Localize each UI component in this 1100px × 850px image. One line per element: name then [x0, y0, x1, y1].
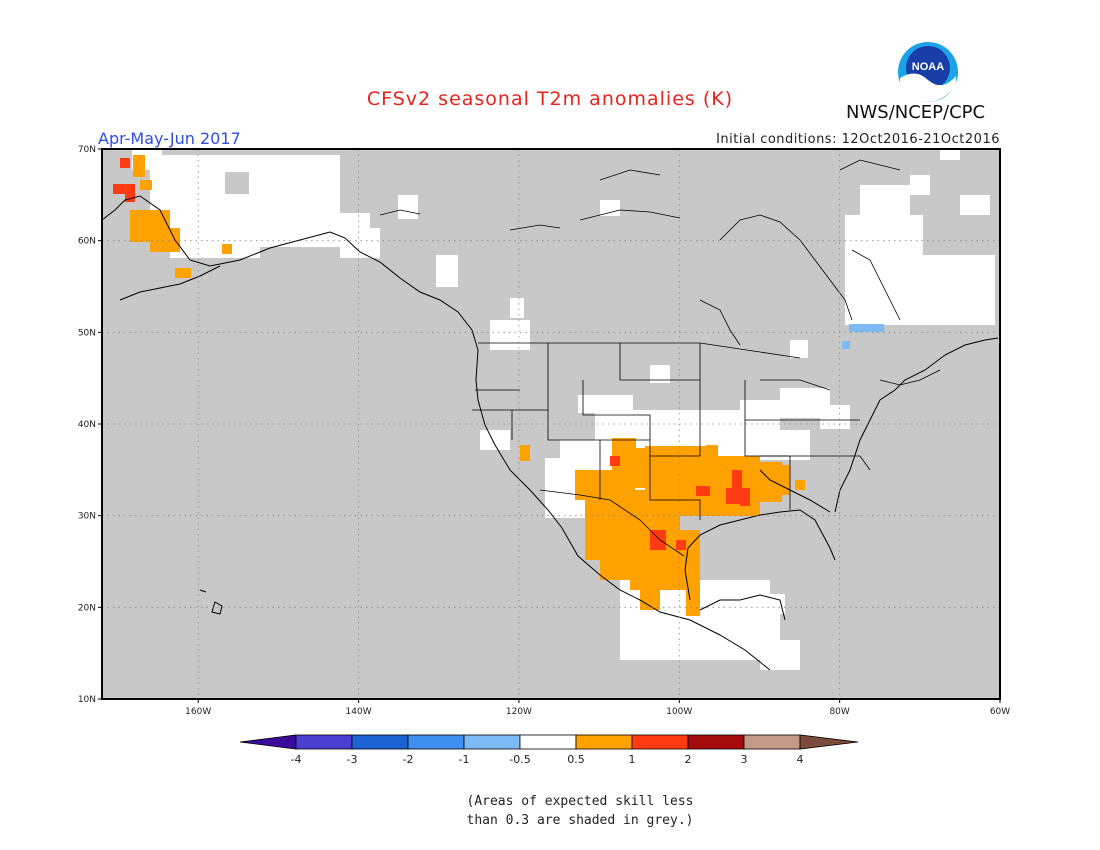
lat-tick-label: 30N [78, 512, 96, 522]
legend-level-label: 0.5 [567, 753, 585, 766]
legend-level-label: -3 [347, 753, 358, 766]
legend-swatch [295, 734, 353, 750]
graticule [102, 149, 1000, 699]
skill-note-line-1: (Areas of expected skill less [466, 794, 694, 809]
legend-level-label: -4 [291, 753, 302, 766]
map-title: CFSv2 seasonal T2m anomalies (K) [366, 88, 734, 110]
lat-tick-label: 60N [78, 237, 96, 247]
canada-east-white-region [845, 150, 995, 325]
cool-anomaly-region [842, 324, 884, 349]
legend-level-label: 2 [685, 753, 692, 766]
lat-tick-label: 10N [78, 695, 96, 705]
legend-level-label: 4 [797, 753, 804, 766]
lon-tick-label: 140W [346, 707, 372, 717]
legend-level-label: 1 [629, 753, 636, 766]
lat-tick-label: 20N [78, 603, 96, 613]
legend-swatch [575, 734, 633, 750]
lon-tick-label: 80W [829, 707, 849, 717]
legend-arrow-high [799, 734, 859, 750]
alaska-white-region [132, 150, 620, 287]
lon-tick-label: 160W [185, 707, 211, 717]
skill-note-line-2: than 0.3 are shaded in grey.) [466, 813, 694, 828]
legend-swatch [743, 734, 801, 750]
legend-level-label: -2 [403, 753, 414, 766]
noaa-logo: NOAA [896, 40, 960, 108]
lon-tick-label: 100W [666, 707, 692, 717]
political-borders [472, 342, 871, 557]
legend-swatch [687, 734, 745, 750]
lat-tick-label: 40N [78, 420, 96, 430]
initial-conditions-label: Initial conditions: 12Oct2016-21Oct2016 [716, 132, 1000, 147]
skill-note: (Areas of expected skill less than 0.3 a… [400, 792, 760, 830]
season-label: Apr-May-Jun 2017 [98, 129, 241, 148]
legend-swatch [351, 734, 409, 750]
lon-tick-label: 60W [990, 707, 1010, 717]
strong-warm-anomaly-region [113, 158, 750, 550]
legend-arrow-low [239, 734, 297, 750]
agency-label: NWS/NCEP/CPC [846, 102, 986, 123]
lat-tick-label: 50N [78, 328, 96, 338]
lat-tick-label: 70N [78, 145, 96, 155]
legend-swatch [519, 734, 577, 750]
legend-swatch [463, 734, 521, 750]
legend-level-label: -0.5 [509, 753, 530, 766]
axis-ticks: 160W 140W 120W 100W 80W 60W 10N 20N 30N 40N 50N 60N… [78, 145, 1010, 717]
lon-tick-label: 120W [506, 707, 532, 717]
legend-level-label: 3 [741, 753, 748, 766]
legend-swatch [407, 734, 465, 750]
legend-swatch [631, 734, 689, 750]
svg-text:NOAA: NOAA [912, 61, 944, 73]
legend-level-label: -1 [459, 753, 470, 766]
